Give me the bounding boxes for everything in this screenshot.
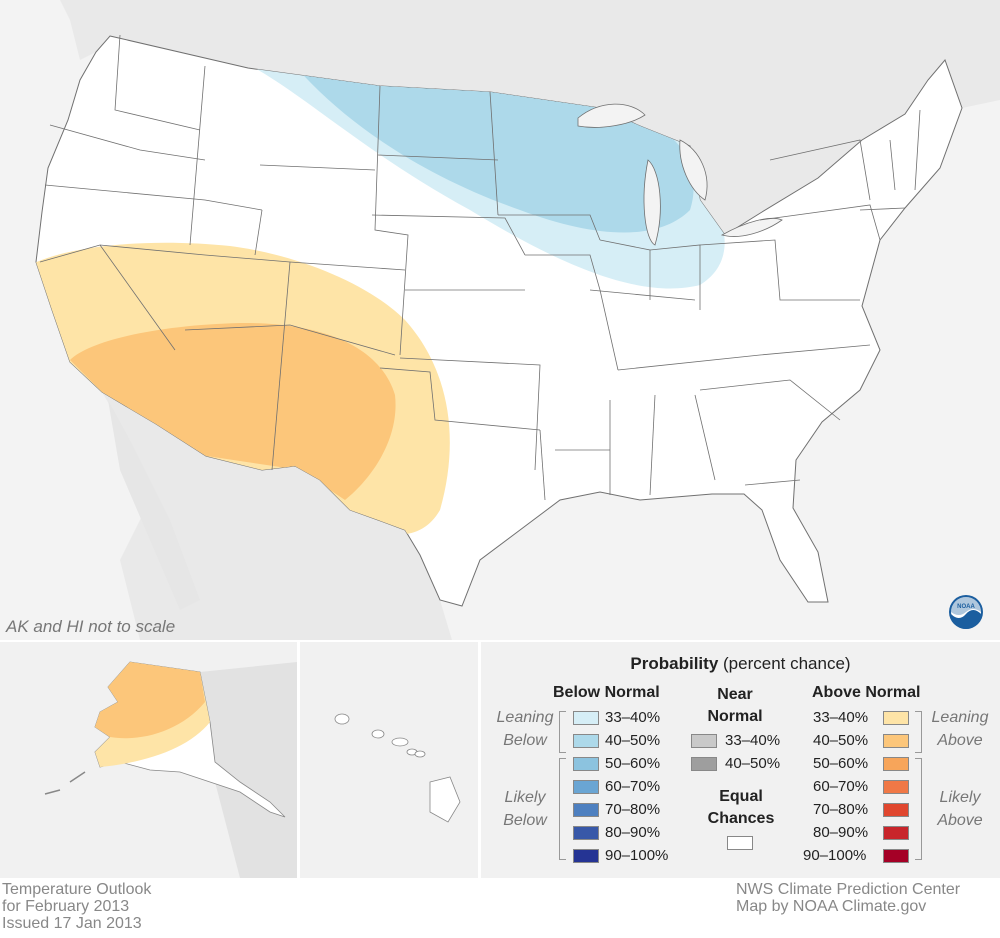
above-swatch-50-60 bbox=[883, 757, 909, 771]
hawaii-inset-map bbox=[300, 642, 478, 878]
above-swatch-90-100 bbox=[883, 849, 909, 863]
legend-title-bold: Probability bbox=[630, 654, 719, 673]
equal-chances-heading: Equal Chances bbox=[707, 788, 775, 827]
above-swatch-33-40 bbox=[883, 711, 909, 725]
footer-source: NWS Climate Prediction Center bbox=[736, 881, 961, 898]
near-label-40-50: 40–50% bbox=[725, 755, 781, 772]
above-leaning-bracket bbox=[915, 711, 922, 753]
lake-superior bbox=[577, 103, 646, 128]
below-label-70-80: 70–80% bbox=[605, 801, 661, 818]
lake-erie bbox=[720, 217, 783, 237]
baja-peninsula bbox=[108, 400, 200, 610]
footer-title: Temperature Outlook bbox=[2, 881, 152, 898]
below-swatch-60-70 bbox=[573, 780, 599, 794]
above-label-90-100: 90–100% bbox=[803, 847, 867, 864]
below-label-33-40: 33–40% bbox=[605, 709, 661, 726]
near-swatch-33-40 bbox=[691, 734, 717, 748]
above-label-40-50: 40–50% bbox=[813, 732, 869, 749]
below-label-40-50: 40–50% bbox=[605, 732, 661, 749]
near-swatch-40-50 bbox=[691, 757, 717, 771]
above-likely-label: Likely Above bbox=[937, 789, 983, 829]
above-label-80-90: 80–90% bbox=[813, 824, 869, 841]
alaska-inset-map bbox=[0, 642, 297, 878]
lake-huron bbox=[679, 139, 708, 201]
above-label-70-80: 70–80% bbox=[813, 801, 869, 818]
below-leaning-bracket bbox=[559, 711, 566, 753]
below-leaning-label: Leaning Below bbox=[496, 709, 554, 749]
legend-title: Probability (percent chance) bbox=[481, 654, 1000, 674]
footer-left: Temperature Outlook for February 2013 Is… bbox=[2, 881, 151, 932]
hawaii-islands bbox=[334, 713, 461, 823]
above-likely-bracket bbox=[915, 758, 922, 860]
near-label-33-40: 33–40% bbox=[725, 732, 781, 749]
below-swatch-70-80 bbox=[573, 803, 599, 817]
equal-chances-swatch bbox=[727, 836, 753, 850]
legend-title-rest: (percent chance) bbox=[718, 654, 851, 673]
below-label-80-90: 80–90% bbox=[605, 824, 661, 841]
below-swatch-90-100 bbox=[573, 849, 599, 863]
above-swatch-70-80 bbox=[883, 803, 909, 817]
footer-period: for February 2013 bbox=[2, 898, 130, 915]
below-swatch-80-90 bbox=[573, 826, 599, 840]
below-normal-heading: Below Normal bbox=[553, 684, 660, 701]
state-borders bbox=[39, 34, 921, 501]
above-swatch-80-90 bbox=[883, 826, 909, 840]
below-label-90-100: 90–100% bbox=[605, 847, 669, 864]
below-label-50-60: 50–60% bbox=[605, 755, 661, 772]
below-swatch-40-50 bbox=[573, 734, 599, 748]
above-swatch-40-50 bbox=[883, 734, 909, 748]
canada-yukon bbox=[200, 662, 297, 878]
footer-credit: Map by NOAA Climate.gov bbox=[736, 898, 927, 915]
below-likely-label: Likely Below bbox=[503, 789, 547, 829]
below-swatch-50-60 bbox=[573, 757, 599, 771]
canada-landmass bbox=[60, 0, 1000, 235]
above-normal-40-50-area bbox=[70, 322, 396, 500]
below-likely-bracket bbox=[559, 758, 566, 860]
footer-issued: Issued 17 Jan 2013 bbox=[2, 915, 142, 932]
above-leaning-label: Leaning Above bbox=[931, 709, 989, 749]
legend-panel: Probability (percent chance) Below Norma… bbox=[481, 642, 1000, 878]
above-label-50-60: 50–60% bbox=[813, 755, 869, 772]
ak-hi-note: AK and HI not to scale bbox=[5, 617, 175, 636]
aleutian-islands bbox=[44, 771, 86, 795]
above-label-60-70: 60–70% bbox=[813, 778, 869, 795]
near-normal-heading: Near Normal bbox=[707, 686, 763, 725]
above-swatch-60-70 bbox=[883, 780, 909, 794]
lake-michigan bbox=[643, 159, 661, 246]
below-swatch-33-40 bbox=[573, 711, 599, 725]
noaa-logo: NOAA bbox=[949, 595, 983, 629]
alaska-above-40-50-area bbox=[95, 662, 205, 739]
conus-map: AK and HI not to scale NOAA bbox=[0, 0, 1000, 640]
below-label-60-70: 60–70% bbox=[605, 778, 661, 795]
noaa-logo-text: NOAA bbox=[957, 604, 975, 610]
footer-right: NWS Climate Prediction Center Map by NOA… bbox=[736, 881, 998, 915]
above-label-33-40: 33–40% bbox=[813, 709, 869, 726]
above-normal-heading: Above Normal bbox=[812, 684, 921, 701]
